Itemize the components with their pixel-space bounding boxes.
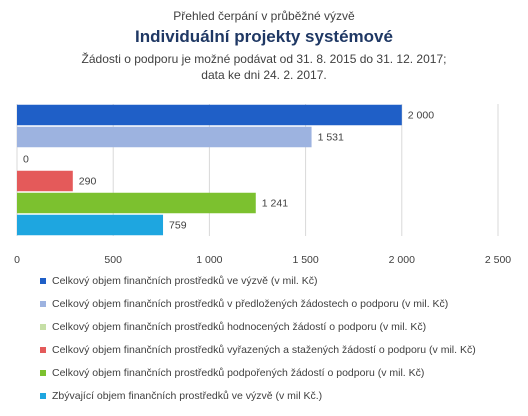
chart-supertitle: Přehled čerpání v průběžné výzvě <box>173 9 355 23</box>
legend: Celkový objem finančních prostředků ve v… <box>40 274 520 412</box>
legend-label-3: Celkový objem finančních prostředků hodn… <box>52 321 427 333</box>
legend-item-6: Zbývající objem finančních prostředků ve… <box>40 389 520 412</box>
bar-5 <box>17 192 256 214</box>
legend-label-1: Celkový objem finančních prostředků ve v… <box>52 275 318 287</box>
data-label-3: 0 <box>23 154 29 166</box>
bar-6 <box>17 214 164 236</box>
bar-4 <box>17 170 73 192</box>
data-label-1: 2 000 <box>408 110 434 122</box>
legend-label-2: Celkový objem finančních prostředků v př… <box>52 298 449 310</box>
legend-swatch-2 <box>40 301 46 307</box>
data-label-4: 290 <box>79 176 97 188</box>
x-tick-label-3: 1 500 <box>292 254 318 266</box>
legend-swatch-4 <box>40 347 46 353</box>
bar-2 <box>17 126 312 148</box>
legend-item-5: Celkový objem finančních prostředků podp… <box>40 366 520 389</box>
x-tick-label-0: 0 <box>14 254 20 266</box>
legend-item-3: Celkový objem finančních prostředků hodn… <box>40 320 520 343</box>
chart-subtitle-date: data ke dni 24. 2. 2017. <box>201 68 327 82</box>
x-tick-label-4: 2 000 <box>389 254 415 266</box>
x-tick-label-1: 500 <box>104 254 122 266</box>
legend-item-1: Celkový objem finančních prostředků ve v… <box>40 274 520 297</box>
legend-label-4: Celkový objem finančních prostředků vyřa… <box>52 344 476 356</box>
legend-swatch-6 <box>40 393 46 399</box>
bar-plot: 2 000 1 531 0 290 1 241 759 0 500 1 000 1 500 2 00… <box>14 104 511 266</box>
legend-swatch-1 <box>40 278 46 284</box>
data-label-6: 759 <box>169 220 187 232</box>
x-tick-label-5: 2 500 <box>485 254 511 266</box>
chart-title: Individuální projekty systémové <box>135 27 393 46</box>
x-tick-label-2: 1 000 <box>196 254 222 266</box>
legend-swatch-5 <box>40 370 46 376</box>
legend-item-4: Celkový objem finančních prostředků vyřa… <box>40 343 520 366</box>
legend-swatch-3 <box>40 324 46 330</box>
legend-label-5: Celkový objem finančních prostředků podp… <box>52 367 425 379</box>
data-label-5: 1 241 <box>262 198 288 210</box>
data-label-2: 1 531 <box>318 132 344 144</box>
chart-subtitle-period: Žádosti o podporu je možné podávat od 31… <box>81 52 447 66</box>
legend-label-6: Zbývající objem finančních prostředků ve… <box>52 390 323 402</box>
bar-1 <box>17 104 402 126</box>
legend-item-2: Celkový objem finančních prostředků v př… <box>40 297 520 320</box>
